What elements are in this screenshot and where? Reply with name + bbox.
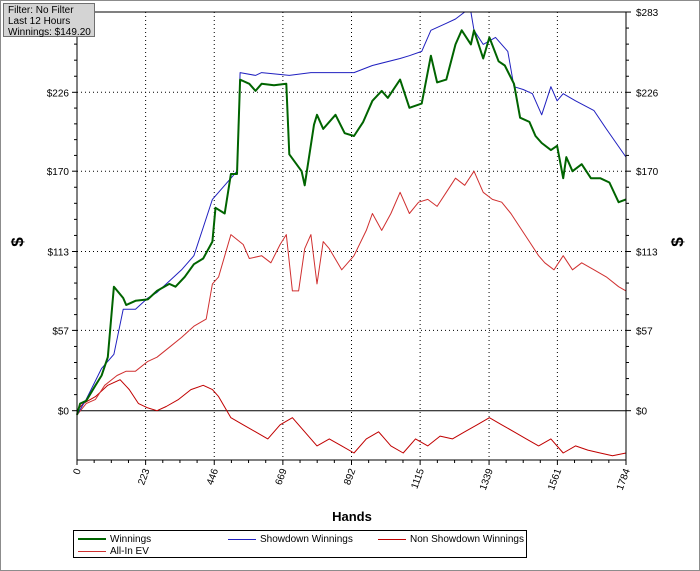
- legend-item-allin-ev: All-In EV: [78, 545, 149, 557]
- legend-item-non-showdown: Non Showdown Winnings: [378, 533, 524, 545]
- chart-legend: Winnings Showdown Winnings Non Showdown …: [73, 530, 527, 558]
- y-tick-label-left: $170: [47, 167, 70, 178]
- y-tick-label-right: $283: [636, 8, 659, 19]
- series-allin-ev-line: [76, 170, 627, 416]
- y-tick-label-right: $226: [636, 88, 659, 99]
- legend-swatch-non-showdown: [378, 538, 406, 540]
- x-tick-label: 1115: [410, 467, 428, 491]
- x-tick-label: 223: [136, 467, 152, 487]
- x-tick-label: 892: [342, 467, 358, 487]
- y-tick-label-right: $170: [636, 167, 659, 178]
- y-tick-label-right: $57: [636, 326, 653, 337]
- legend-swatch-showdown: [228, 538, 256, 540]
- filter-text: Filter: No Filter: [8, 5, 74, 16]
- y-tick-label-right: $0: [636, 407, 648, 418]
- legend-item-showdown: Showdown Winnings: [228, 533, 353, 545]
- legend-label-allin-ev: All-In EV: [110, 545, 149, 557]
- grid-layer: [77, 12, 626, 460]
- winnings-text: Winnings: $149.20: [8, 27, 91, 38]
- y-tick-label-left: $0: [58, 407, 70, 418]
- x-axis-title: Hands: [332, 509, 372, 524]
- y-tick-label-right: $113: [636, 247, 658, 258]
- y-tick-label-left: $226: [47, 88, 70, 99]
- legend-swatch-winnings: [78, 538, 106, 540]
- filter-info-box: Filter: No Filter Last 12 Hours Winnings…: [3, 3, 95, 38]
- y-axis-title-right: $: [668, 237, 687, 247]
- period-text: Last 12 Hours: [8, 16, 71, 27]
- y-tick-label-left: $57: [52, 326, 69, 337]
- y-tick-label-left: $113: [47, 247, 69, 258]
- series-showdown-line: [76, 11, 627, 416]
- legend-label-winnings: Winnings: [110, 533, 152, 545]
- series-layer: [76, 11, 627, 457]
- x-tick-label: 1784: [615, 467, 633, 492]
- series-non-showdown-line: [76, 379, 627, 457]
- legend-label-non-showdown: Non Showdown Winnings: [410, 533, 524, 545]
- x-tick-label: 1339: [478, 467, 496, 492]
- legend-item-winnings: Winnings: [78, 533, 151, 545]
- axis-layer: 0 223 446 669 892 1115 1339 1561 1784 $0 $0 $57 $57 $…: [47, 8, 659, 492]
- series-winnings-line: [76, 29, 627, 416]
- x-tick-label: 1561: [546, 467, 564, 492]
- x-tick-label: 446: [205, 467, 221, 487]
- x-tick-label: 0: [72, 467, 84, 476]
- legend-label-showdown: Showdown Winnings: [260, 533, 353, 545]
- x-tick-label: 669: [274, 467, 290, 487]
- legend-swatch-allin-ev: [78, 550, 106, 552]
- y-axis-title-left: $: [8, 237, 27, 247]
